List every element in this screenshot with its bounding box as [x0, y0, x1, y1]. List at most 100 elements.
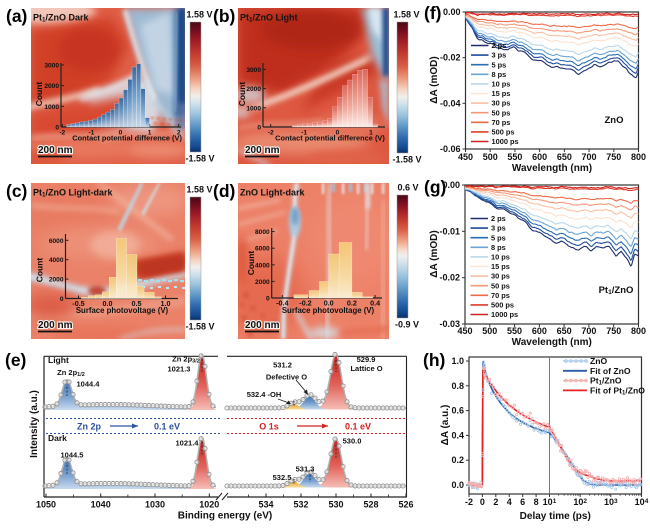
svg-text:3000: 3000	[246, 67, 261, 74]
svg-text:15 ps: 15 ps	[491, 262, 510, 271]
svg-text:8000: 8000	[255, 229, 270, 236]
svg-text:0: 0	[60, 296, 64, 303]
svg-text:1.58 V: 1.58 V	[394, 10, 420, 20]
svg-text:532: 532	[293, 500, 308, 510]
svg-text:550: 550	[507, 326, 522, 336]
svg-text:0: 0	[257, 125, 261, 132]
svg-text:4: 4	[507, 497, 512, 507]
svg-text:8: 8	[534, 497, 539, 507]
svg-text:Count: Count	[35, 258, 45, 283]
svg-text:-1: -1	[301, 130, 307, 137]
svg-text:102: 102	[573, 497, 587, 507]
svg-text:3 ps: 3 ps	[491, 224, 506, 233]
svg-text:-0.01: -0.01	[439, 226, 460, 236]
svg-text:0.2: 0.2	[451, 455, 464, 465]
svg-text:-2: -2	[268, 130, 274, 137]
svg-text:0: 0	[266, 296, 270, 303]
svg-text:1000 ps: 1000 ps	[491, 310, 518, 319]
svg-text:Zn 2p1/2: Zn 2p1/2	[57, 368, 85, 378]
svg-text:3000: 3000	[44, 62, 59, 69]
svg-text:529.9: 529.9	[357, 355, 376, 364]
svg-text:526: 526	[398, 500, 413, 510]
svg-text:(d): (d)	[213, 181, 235, 201]
svg-text:2: 2	[177, 130, 181, 137]
svg-text:0.1 eV: 0.1 eV	[154, 422, 180, 432]
svg-text:50 ps: 50 ps	[491, 281, 510, 290]
svg-text:Defective O: Defective O	[266, 373, 307, 382]
svg-text:(f): (f)	[424, 3, 441, 23]
svg-text:-0.4: -0.4	[276, 299, 288, 308]
svg-text:500 ps: 500 ps	[491, 301, 514, 310]
svg-text:O 1s: O 1s	[259, 422, 279, 432]
svg-text:0.4: 0.4	[370, 299, 380, 308]
svg-text:0.0: 0.0	[103, 299, 113, 308]
svg-text:0.00: 0.00	[443, 7, 461, 17]
svg-text:5 ps: 5 ps	[492, 60, 507, 69]
svg-text:2000: 2000	[246, 86, 261, 93]
svg-text:200 nm: 200 nm	[245, 320, 280, 331]
svg-text:750: 750	[606, 152, 621, 162]
svg-text:530: 530	[328, 500, 343, 510]
svg-text:1040: 1040	[91, 500, 111, 510]
svg-text:1020: 1020	[199, 500, 219, 510]
svg-text:2000: 2000	[44, 83, 59, 90]
svg-text:Pt1/ZnO Dark: Pt1/ZnO Dark	[33, 13, 90, 24]
svg-text:ΔA (mOD): ΔA (mOD)	[429, 56, 440, 103]
svg-text:0.1 eV: 0.1 eV	[345, 422, 371, 432]
svg-text:-0.04: -0.04	[440, 98, 461, 108]
svg-text:Wavelength (nm): Wavelength (nm)	[512, 163, 592, 174]
svg-text:Intensity (a.u.): Intensity (a.u.)	[29, 390, 40, 458]
svg-text:(h): (h)	[423, 350, 445, 370]
svg-text:0.2: 0.2	[347, 299, 357, 308]
svg-text:-0.9 V: -0.9 V	[395, 320, 419, 330]
svg-text:ΔA (mOD): ΔA (mOD)	[429, 230, 440, 277]
svg-text:Light: Light	[48, 355, 69, 365]
svg-text:530.0: 530.0	[343, 437, 362, 446]
svg-text:531.2: 531.2	[273, 361, 292, 370]
svg-text:600: 600	[532, 326, 547, 336]
svg-text:1021.4: 1021.4	[176, 439, 200, 448]
svg-text:532.5: 532.5	[273, 473, 292, 482]
svg-text:650: 650	[557, 326, 572, 336]
svg-text:0.6 V: 0.6 V	[398, 183, 419, 193]
svg-text:Pt1/ZnO: Pt1/ZnO	[590, 376, 622, 387]
svg-text:Lattice O: Lattice O	[350, 364, 382, 373]
svg-text:ZnO Light-dark: ZnO Light-dark	[240, 188, 305, 198]
svg-text:2: 2	[493, 497, 498, 507]
svg-text:Dark: Dark	[48, 433, 67, 443]
svg-text:528: 528	[363, 500, 378, 510]
svg-text:Pt1/ZnO Light-dark: Pt1/ZnO Light-dark	[33, 188, 114, 199]
svg-text:200 nm: 200 nm	[38, 145, 73, 156]
svg-text:5 ps: 5 ps	[491, 233, 506, 242]
svg-text:8 ps: 8 ps	[491, 243, 506, 252]
svg-text:531.3: 531.3	[296, 465, 315, 474]
svg-text:10 ps: 10 ps	[491, 253, 510, 262]
svg-text:30 ps: 30 ps	[492, 99, 511, 108]
svg-text:Contact potential difference (: Contact potential difference (V)	[275, 134, 385, 143]
svg-text:750: 750	[606, 326, 621, 336]
svg-text:Wavelength (nm): Wavelength (nm)	[512, 337, 592, 348]
svg-text:1000 ps: 1000 ps	[492, 137, 519, 146]
svg-text:0: 0	[55, 125, 59, 132]
svg-text:1.58 V: 1.58 V	[187, 10, 213, 20]
svg-text:1000: 1000	[246, 105, 261, 112]
svg-text:15 ps: 15 ps	[492, 89, 511, 98]
svg-text:500: 500	[483, 152, 498, 162]
svg-text:-0.02: -0.02	[440, 53, 461, 63]
svg-text:1044.4: 1044.4	[77, 380, 101, 389]
svg-text:2 ps: 2 ps	[492, 41, 507, 50]
svg-text:(e): (e)	[5, 350, 26, 370]
svg-text:6000: 6000	[49, 238, 64, 245]
svg-text:600: 600	[532, 152, 547, 162]
svg-text:Fit of ZnO: Fit of ZnO	[590, 366, 631, 376]
svg-text:2000: 2000	[255, 279, 270, 286]
svg-text:-0.02: -0.02	[439, 273, 460, 283]
svg-text:4000: 4000	[255, 262, 270, 269]
svg-text:ΔA (a.u.): ΔA (a.u.)	[440, 405, 451, 446]
svg-text:-1: -1	[88, 130, 94, 137]
svg-text:4000: 4000	[49, 257, 64, 264]
svg-text:0: 0	[119, 130, 123, 137]
svg-text:0.5: 0.5	[132, 299, 142, 308]
svg-text:-0.03: -0.03	[439, 319, 460, 329]
svg-text:200 nm: 200 nm	[245, 145, 280, 156]
